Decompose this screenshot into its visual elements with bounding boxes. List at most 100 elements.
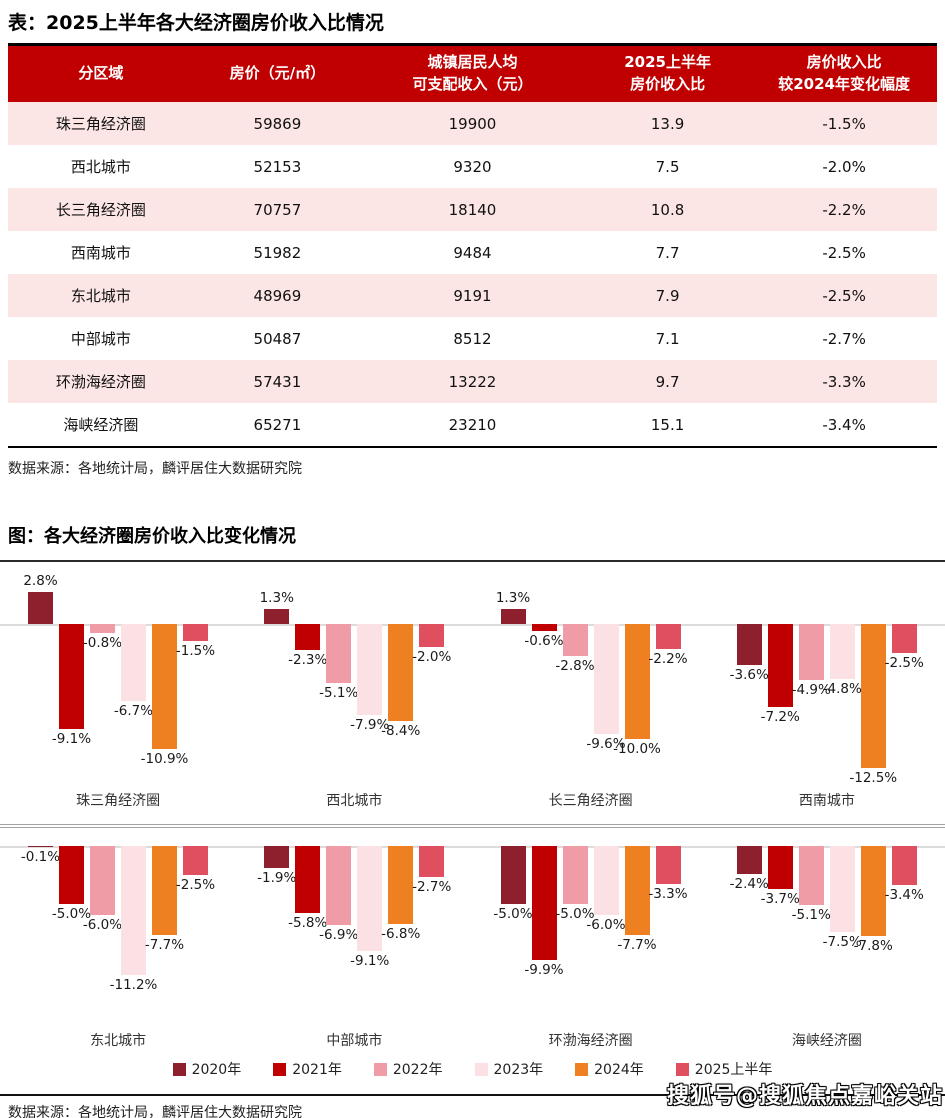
bar-value-label: -9.9% (524, 962, 564, 978)
bar (767, 624, 793, 707)
table-cell: 9320 (453, 157, 492, 176)
bar (562, 624, 588, 656)
bar-value-label: -6.0% (586, 917, 626, 933)
bar-value-label: -5.1% (319, 685, 359, 701)
table-cell: -2.7% (822, 329, 866, 348)
bar-value-label: 1.3% (259, 590, 294, 606)
table-cell: -3.3% (751, 360, 937, 403)
table-cell: 23210 (448, 415, 497, 434)
bar (829, 846, 855, 932)
legend-item: 2025上半年 (675, 1059, 773, 1079)
bar (295, 846, 321, 913)
table-cell: 7.1 (655, 329, 680, 348)
chart-group: -1.9% -5.8% -6.9% -9.1% -6.8% -2.7% 中部城市 (236, 840, 472, 1052)
table-row: 环渤海经济圈 57431 13222 9.7 -3.3% (8, 360, 937, 403)
chart-group: 1.3% -0.6% -2.8% -9.6% -10.0% -2.2% 长三角经济圈 (473, 562, 709, 814)
table-cell: 珠三角经济圈 (8, 102, 194, 145)
legend-item: 2024年 (575, 1059, 644, 1079)
legend-swatch (575, 1062, 589, 1076)
bar (264, 609, 290, 624)
bar (183, 624, 208, 641)
bar (59, 624, 84, 729)
bar-value-label: -9.1% (350, 953, 390, 969)
bar-value-label: 1.3% (495, 590, 531, 606)
bar (736, 846, 762, 874)
chart-source: 数据来源：各地统计局，麟评居住大数据研究院 (8, 1105, 302, 1118)
chart-title-rule (0, 560, 945, 562)
bar (28, 846, 53, 847)
chart-group: -3.6% -7.2% -4.9% -4.8% -12.5% -2.5% 西南城市 (709, 562, 945, 814)
table-cell: 9484 (453, 243, 492, 262)
bar (121, 846, 146, 975)
table-cell: 57431 (193, 360, 362, 403)
table-source: 数据来源：各地统计局，麟评居住大数据研究院 (8, 461, 302, 477)
bar-value-label: -2.4% (729, 876, 769, 892)
bar (90, 624, 115, 633)
bar (593, 624, 619, 734)
bar (121, 624, 146, 701)
bar (655, 846, 681, 884)
bar-value-label: -1.5% (175, 643, 216, 659)
bar-value-label: -10.0% (613, 741, 661, 757)
bar-value-label: -2.3% (288, 652, 328, 668)
table-cell: -2.5% (751, 274, 937, 317)
legend-label: 2023年 (493, 1062, 544, 1078)
legend-label: 2025上半年 (694, 1062, 773, 1078)
bottom-rule (0, 1094, 945, 1096)
table-header-cell: 房价收入比 较2024年变化幅度 (751, 46, 937, 102)
bar (767, 846, 793, 889)
bar (593, 846, 619, 915)
bar-value-label: -10.9% (140, 751, 189, 767)
table-cell: 51982 (253, 243, 302, 262)
bar (736, 624, 762, 665)
chart-group-label: 东北城市 (90, 1033, 147, 1049)
bar-value-label: -7.7% (144, 937, 185, 953)
legend-label: 2024年 (594, 1062, 644, 1078)
legend-swatch (172, 1062, 186, 1076)
table-cell: 西南城市 (70, 244, 131, 262)
bar (388, 846, 414, 924)
bar (326, 846, 352, 925)
table-cell: 9191 (361, 274, 584, 317)
chart-group: 2.8% -9.1% -0.8% -6.7% -10.9% -1.5% 珠三角经济圈 (0, 562, 236, 814)
bar-value-label: -6.9% (319, 927, 359, 943)
bar-value-label: -7.2% (760, 709, 800, 725)
legend-item: 2022年 (373, 1059, 443, 1079)
bar (829, 624, 855, 679)
table-header-row: 分区域 房价（元/㎡） 城镇居民人均 可支配收入（元） 2025上半年 房价收入比 房价… (8, 46, 937, 102)
legend-item: 2020年 (172, 1059, 241, 1079)
table-row: 海峡经济圈 65271 23210 15.1 -3.4% (8, 403, 937, 446)
table-cell: 7.5 (655, 157, 680, 176)
bar (655, 624, 681, 649)
bar-value-label: -7.9% (350, 717, 390, 733)
bar-value-label: -0.6% (524, 633, 564, 649)
chart-group: -2.4% -3.7% -5.1% -7.5% -7.8% -3.4% 海峡经济圈 (709, 840, 945, 1052)
bar (419, 846, 445, 877)
table-body: 珠三角经济圈 59869 19900 13.9 -1.5% 西北城市 52153 9320 7.… (8, 102, 937, 446)
bar (388, 624, 414, 721)
table-cell: 19900 (361, 102, 584, 145)
legend-label: 2022年 (392, 1062, 443, 1078)
bar (531, 846, 557, 960)
table-cell: 10.8 (583, 188, 752, 231)
bar (798, 846, 824, 905)
bar-value-label: -7.7% (617, 937, 657, 953)
bar (152, 846, 177, 935)
chart-row-2: -0.1% -5.0% -6.0% -11.2% -7.7% -2.5% 东北城市 -1.9%… (0, 840, 945, 1052)
table-row: 东北城市 48969 9191 7.9 -2.5% (8, 274, 937, 317)
bar-value-label: -6.7% (113, 703, 154, 719)
table-cell: 长三角经济圈 (8, 188, 194, 231)
chart-group-label: 珠三角经济圈 (76, 793, 161, 809)
table-cell: 7.9 (583, 274, 752, 317)
bar (357, 846, 383, 951)
table-cell: 70757 (193, 188, 362, 231)
bar-value-label: -4.9% (791, 682, 831, 698)
table-row: 长三角经济圈 70757 18140 10.8 -2.2% (8, 188, 937, 231)
bar (562, 846, 588, 904)
table-cell: 18140 (361, 188, 584, 231)
bar (28, 592, 53, 624)
legend-item: 2021年 (273, 1059, 342, 1079)
bar-value-label: -0.8% (82, 635, 123, 651)
chart-title: 图：各大经济圈房价收入比变化情况 (8, 526, 296, 547)
table-cell: -3.4% (822, 415, 866, 434)
